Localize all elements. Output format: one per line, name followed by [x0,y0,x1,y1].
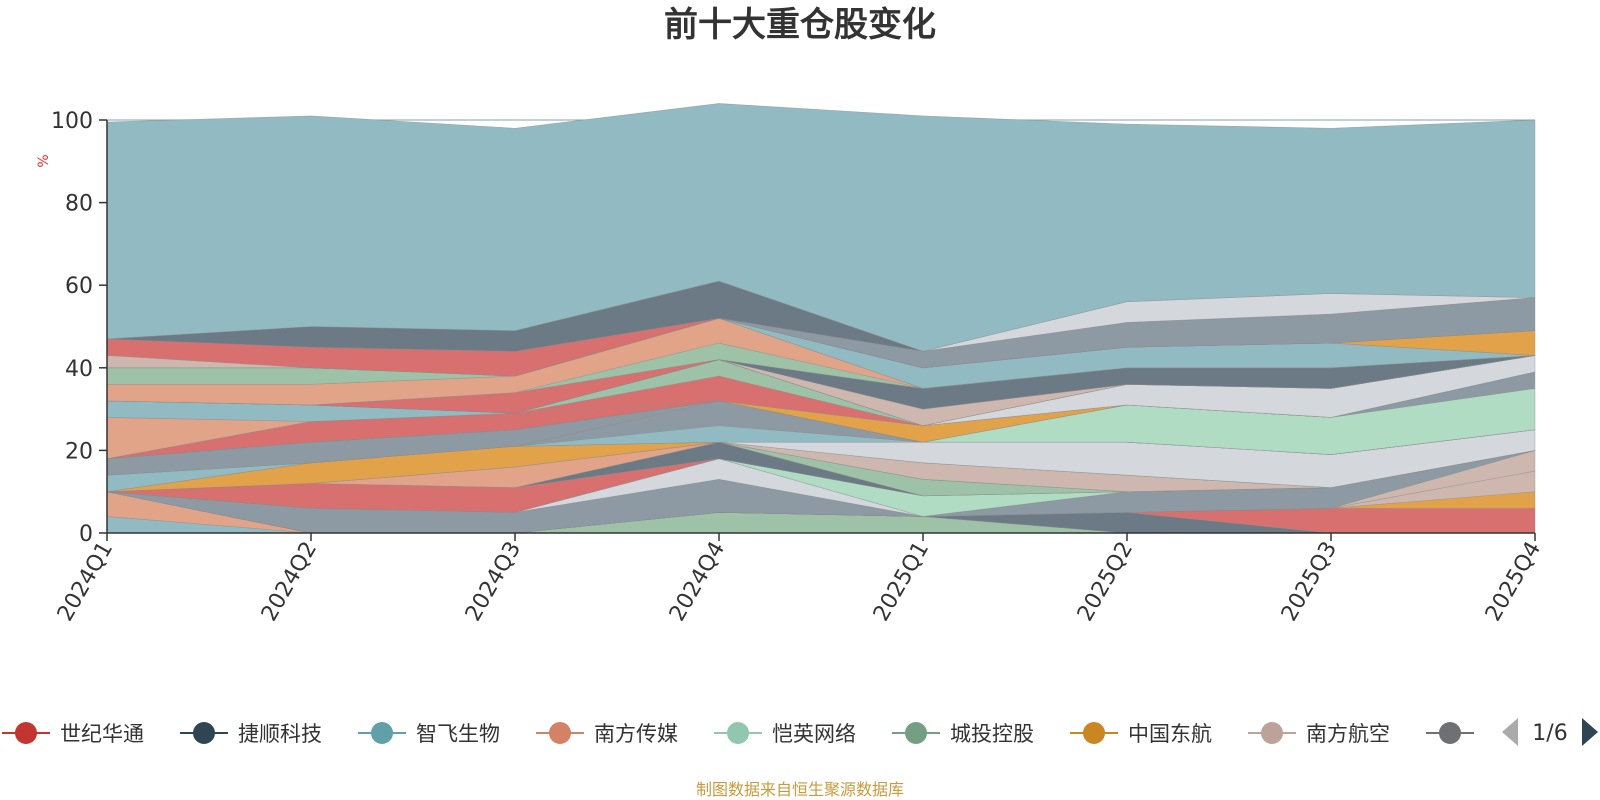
legend-marker-icon [371,722,393,744]
legend-label: 恺英网络 [772,722,856,746]
x-tick-label-2025Q4: 2025Q4 [1481,538,1546,626]
x-tick-label-2024Q2: 2024Q2 [257,538,322,626]
y-axis-label: % [36,154,52,167]
y-tick-label-0: 0 [79,522,93,547]
legend-label: 南方航空 [1306,722,1390,746]
legend-item-6[interactable]: 中国东航 [1070,722,1212,746]
area-series-45 [106,103,1536,352]
y-tick-label-80: 80 [65,192,93,217]
data-source-note: 制图数据来自恒生聚源数据库 [696,780,904,799]
x-tick-label-2025Q1: 2025Q1 [869,538,934,626]
y-tick-label-100: 100 [51,109,93,134]
legend-marker-icon [15,722,37,744]
y-tick-labels: 0 20 40 60 80 100 [51,109,93,547]
legend-label: 城投控股 [950,722,1034,746]
legend-pager[interactable]: 1/6 [1502,718,1598,746]
x-tick-label-2024Q3: 2024Q3 [461,538,526,626]
next-page-icon[interactable] [1582,718,1598,746]
legend-marker-icon [193,722,215,744]
legend-label: 中国东航 [1128,722,1212,746]
legend-item-3[interactable]: 南方传媒 [536,722,678,746]
y-tick-label-20: 20 [65,439,93,464]
legend-label: 智飞生物 [416,722,500,746]
y-tick-label-40: 40 [65,357,93,382]
legend-item-1[interactable]: 捷顺科技 [180,722,322,746]
x-tick-label-2024Q4: 2024Q4 [665,538,730,626]
y-tick-label-60: 60 [65,274,93,299]
legend-marker-icon [549,722,571,744]
legend-item-8[interactable] [1426,722,1474,744]
chart-title: 前十大重仓股变化 [664,5,936,45]
legend-marker-icon [1439,722,1461,744]
area-series [106,103,1536,534]
legend-item-0[interactable]: 世纪华通 [2,722,144,746]
legend-marker-icon [727,722,749,744]
x-tick-label-2025Q2: 2025Q2 [1073,538,1138,626]
legend-item-7[interactable]: 南方航空 [1248,722,1390,746]
legend-label: 世纪华通 [60,722,144,746]
legend-item-4[interactable]: 恺英网络 [714,722,856,746]
x-tick-label-2024Q1: 2024Q1 [53,538,118,626]
legend-label: 南方传媒 [594,722,678,746]
axes [99,119,1536,541]
x-tick-label-2025Q3: 2025Q3 [1277,538,1342,626]
legend-item-2[interactable]: 智飞生物 [358,722,500,746]
x-tick-labels: 2024Q1 2024Q2 2024Q3 2024Q4 2025Q1 2025Q2 2025… [53,538,1546,626]
prev-page-icon[interactable] [1502,718,1518,746]
legend-label: 捷顺科技 [238,722,322,746]
legend-page-indicator: 1/6 [1532,721,1567,746]
legend-marker-icon [905,722,927,744]
legend[interactable]: 世纪华通 捷顺科技 智飞生物 南方传媒 恺英网络 城投控股 中国东航 南方航空 [2,722,1474,746]
legend-marker-icon [1083,722,1105,744]
legend-marker-icon [1261,722,1283,744]
legend-item-5[interactable]: 城投控股 [892,722,1034,746]
